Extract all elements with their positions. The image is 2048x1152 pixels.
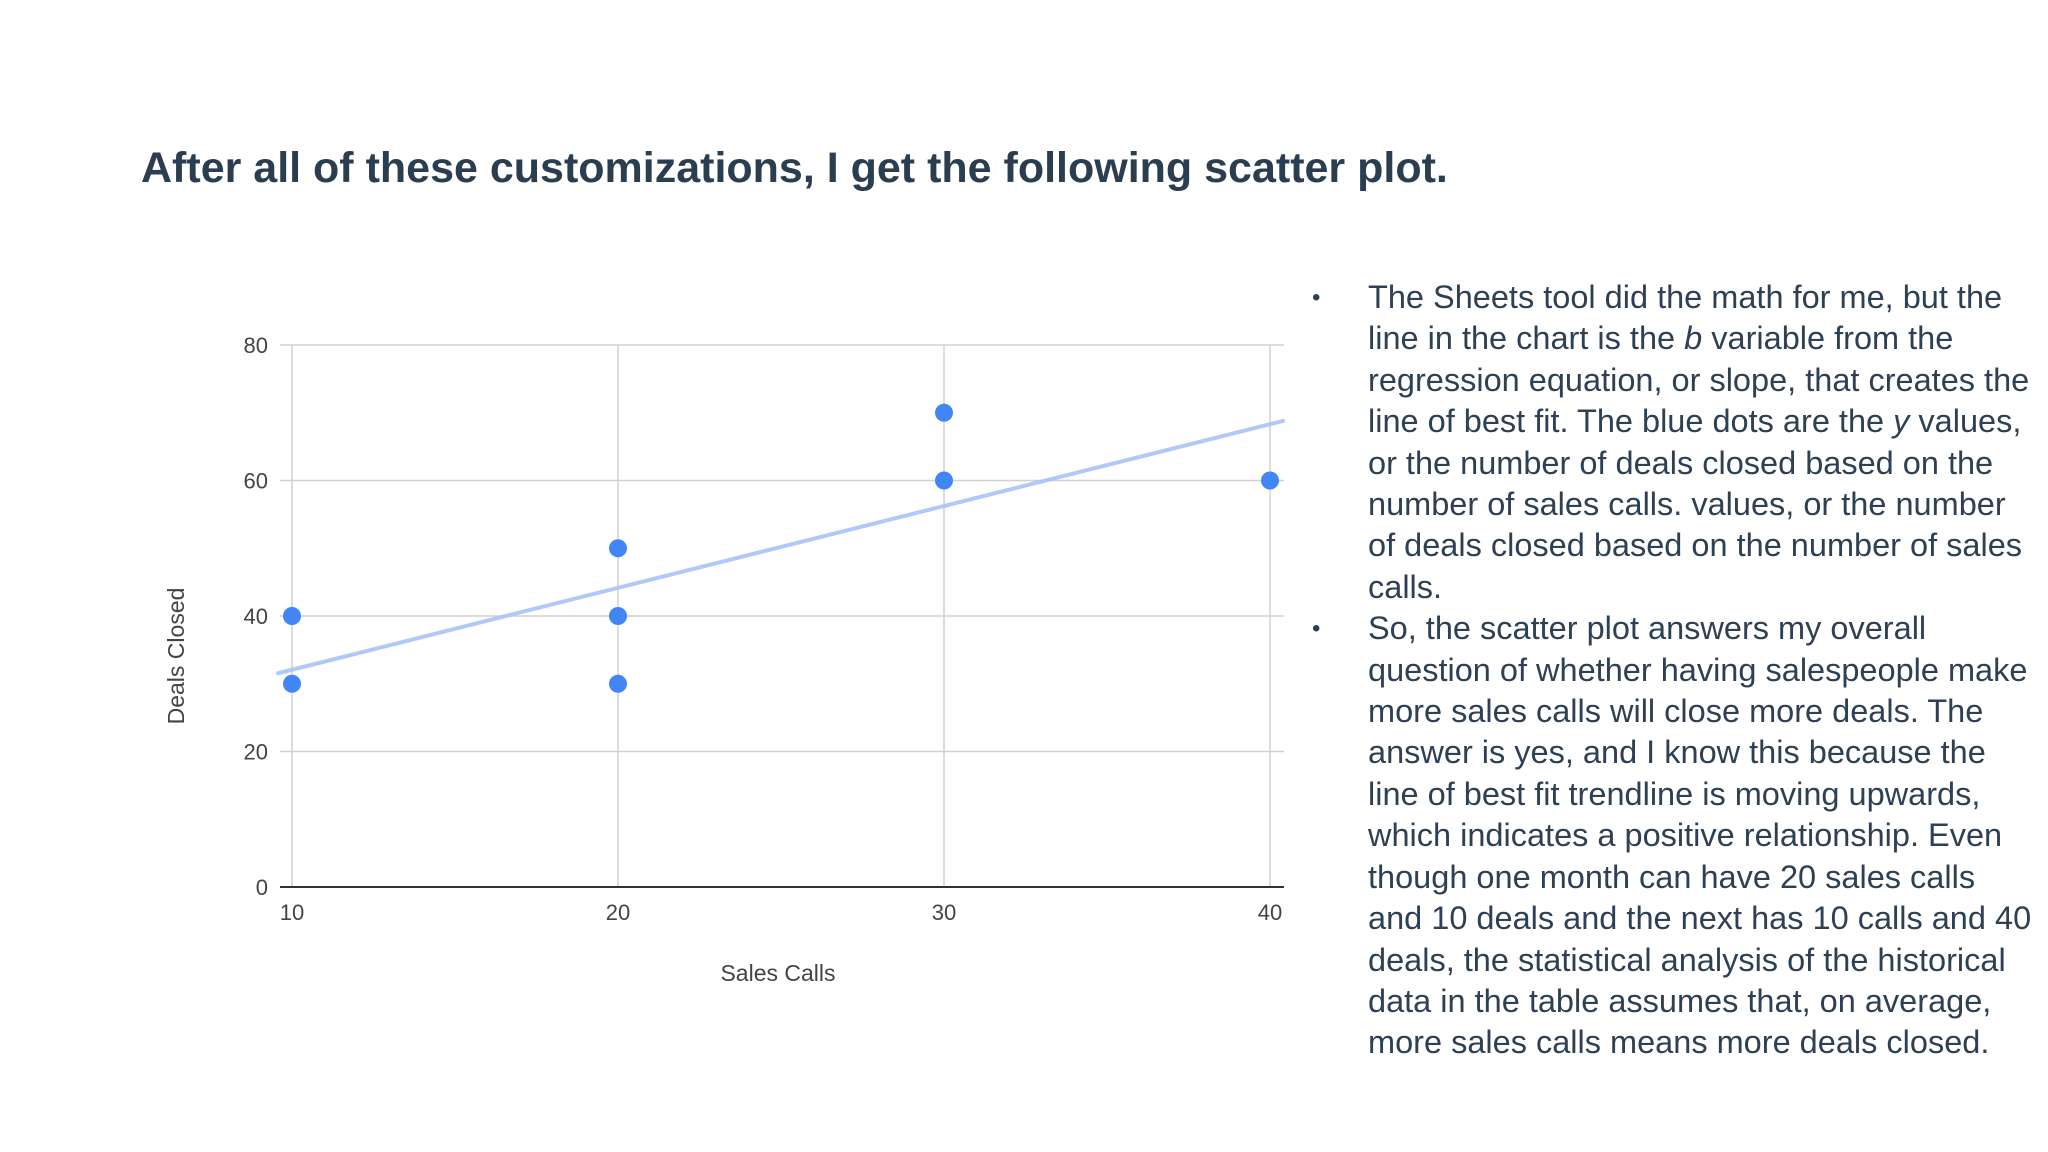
bullet-text: The Sheets tool did the math for me, but… (1368, 279, 2003, 357)
y-tick-label: 60 (244, 469, 268, 494)
chart-trendline-layer (276, 418, 1286, 676)
bullet-text: b (1684, 320, 1703, 357)
bullet-text: So, the scatter plot answers my overall … (1368, 610, 2032, 1061)
data-point (1261, 471, 1279, 490)
data-point (935, 403, 953, 422)
x-tick-label: 40 (1258, 900, 1282, 925)
x-tick-label: 20 (606, 900, 630, 925)
x-tick-label: 10 (280, 900, 304, 925)
data-point (283, 607, 301, 625)
data-point (935, 471, 953, 490)
bullet-text: values, or the number of deals closed ba… (1368, 403, 2023, 605)
data-point (609, 539, 627, 558)
chart-axes: 0 20 40 60 80 10 20 30 40 (244, 333, 1284, 925)
scatter-chart: 0 20 40 60 80 10 20 30 40 Sales Calls Deals Clos… (163, 333, 1286, 986)
y-tick-label: 0 (256, 875, 268, 900)
trendline (276, 418, 1286, 676)
bullet-item: So, the scatter plot answers my overall … (1312, 608, 2032, 1063)
y-tick-label: 40 (244, 604, 268, 629)
y-tick-label: 80 (244, 333, 268, 358)
bullet-list: The Sheets tool did the math for me, but… (1312, 277, 2032, 1064)
y-axis-label: Deals Closed (163, 588, 189, 725)
chart-grid (280, 344, 1284, 887)
data-point (283, 674, 301, 693)
bullet-text: y (1893, 403, 1910, 440)
bullet-text: variable from the regression equation, o… (1368, 320, 2030, 440)
chart-points (283, 403, 1279, 693)
y-tick-label: 20 (244, 740, 268, 765)
x-tick-label: 30 (932, 900, 956, 925)
data-point (609, 607, 627, 625)
data-point (609, 674, 627, 693)
bullet-item: The Sheets tool did the math for me, but… (1312, 277, 2032, 608)
x-axis-label: Sales Calls (720, 960, 835, 986)
slide-title: After all of these customizations, I get… (141, 144, 1448, 192)
